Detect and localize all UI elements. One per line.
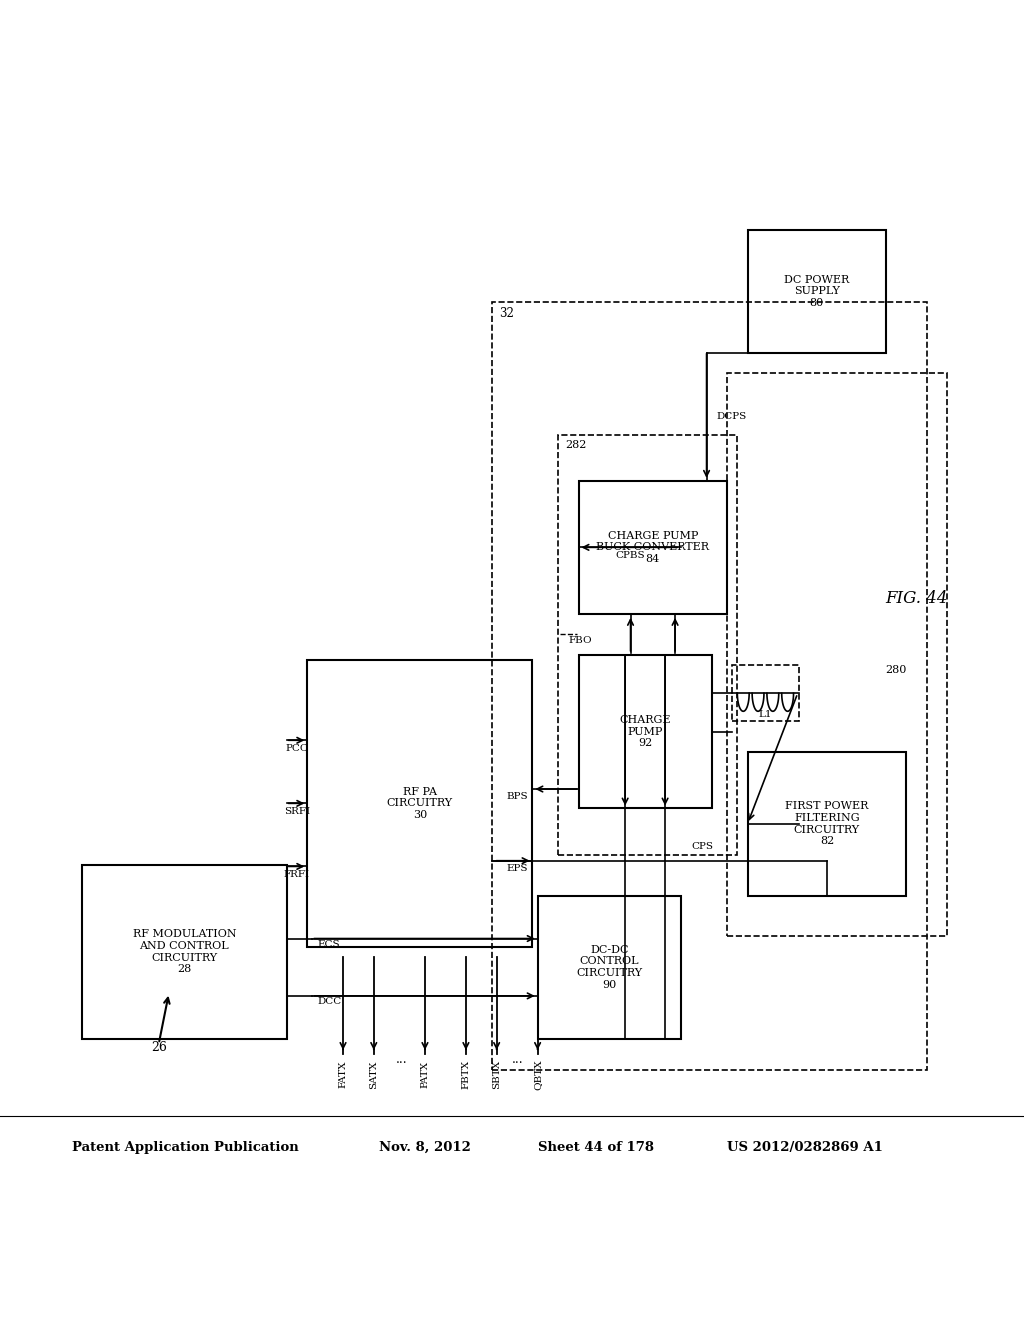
Text: DCC: DCC xyxy=(317,997,342,1006)
Bar xyxy=(579,655,712,808)
Text: Patent Application Publication: Patent Application Publication xyxy=(72,1142,298,1154)
Text: QBTX: QBTX xyxy=(534,1060,542,1090)
Bar xyxy=(538,895,681,1039)
Bar xyxy=(732,665,799,722)
Bar xyxy=(558,434,737,854)
Text: SRFI: SRFI xyxy=(284,807,310,816)
Text: ...: ... xyxy=(512,1053,524,1065)
Text: CHARGE PUMP
BUCK CONVERTER
84: CHARGE PUMP BUCK CONVERTER 84 xyxy=(596,531,710,564)
Text: FATX: FATX xyxy=(339,1061,347,1089)
Text: 280: 280 xyxy=(886,665,906,676)
Text: Sheet 44 of 178: Sheet 44 of 178 xyxy=(538,1142,653,1154)
Text: 26: 26 xyxy=(152,1041,168,1055)
Text: 32: 32 xyxy=(499,306,514,319)
Text: DCPS: DCPS xyxy=(717,412,748,421)
Text: SATX: SATX xyxy=(370,1060,378,1089)
Text: FBO: FBO xyxy=(568,636,592,644)
Text: PCC: PCC xyxy=(286,743,308,752)
Text: DC POWER
SUPPLY
80: DC POWER SUPPLY 80 xyxy=(784,275,849,308)
Text: FIRST POWER
FILTERING
CIRCUITRY
82: FIRST POWER FILTERING CIRCUITRY 82 xyxy=(785,801,868,846)
Bar xyxy=(82,865,287,1039)
Text: FRFI: FRFI xyxy=(284,870,310,879)
Text: RF MODULATION
AND CONTROL
CIRCUITRY
28: RF MODULATION AND CONTROL CIRCUITRY 28 xyxy=(132,929,237,974)
Bar xyxy=(727,374,947,936)
Text: EPS: EPS xyxy=(507,865,528,873)
Bar xyxy=(492,301,927,1069)
Bar xyxy=(579,480,727,614)
Text: US 2012/0282869 A1: US 2012/0282869 A1 xyxy=(727,1142,883,1154)
Text: CPS: CPS xyxy=(691,842,713,851)
Text: FIG. 44: FIG. 44 xyxy=(885,590,948,607)
Text: CHARGE
PUMP
92: CHARGE PUMP 92 xyxy=(620,715,671,748)
Bar xyxy=(748,230,886,352)
Text: PATX: PATX xyxy=(421,1061,429,1088)
Text: Nov. 8, 2012: Nov. 8, 2012 xyxy=(379,1142,471,1154)
Text: BPS: BPS xyxy=(507,792,528,801)
Text: ECS: ECS xyxy=(317,940,340,949)
Bar xyxy=(748,752,906,895)
Text: RF PA
CIRCUITRY
30: RF PA CIRCUITRY 30 xyxy=(387,787,453,820)
Text: L1: L1 xyxy=(759,710,772,718)
Text: ...: ... xyxy=(395,1053,408,1065)
Text: 282: 282 xyxy=(565,440,587,450)
Bar xyxy=(307,660,532,946)
Text: DC-DC
CONTROL
CIRCUITRY
90: DC-DC CONTROL CIRCUITRY 90 xyxy=(577,945,642,990)
Text: CPBS: CPBS xyxy=(615,550,644,560)
Text: SBTX: SBTX xyxy=(493,1060,501,1089)
Text: FBTX: FBTX xyxy=(462,1060,470,1089)
